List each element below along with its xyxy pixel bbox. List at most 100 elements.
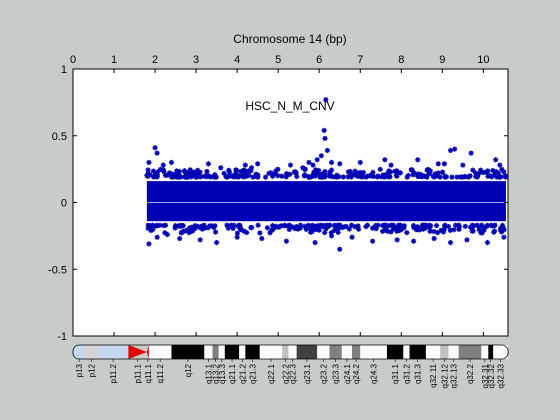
data-point <box>267 230 273 236</box>
data-point <box>160 162 166 168</box>
data-point <box>157 222 163 228</box>
data-point <box>201 222 207 228</box>
data-point <box>259 235 265 242</box>
data-point <box>456 226 462 232</box>
band-label: q11.2 <box>156 363 165 383</box>
data-point <box>164 231 170 238</box>
band-label: q32.12 <box>440 363 449 388</box>
data-point <box>439 169 446 175</box>
data-point <box>323 97 329 103</box>
data-point <box>321 127 327 134</box>
data-point <box>435 161 441 167</box>
ideogram-band <box>97 345 129 359</box>
data-point-band <box>146 181 506 222</box>
data-point <box>357 169 363 176</box>
band-label: q13.2 <box>212 363 221 384</box>
data-point <box>435 170 441 176</box>
data-point <box>237 223 243 229</box>
data-point <box>297 222 304 228</box>
data-point <box>328 167 335 173</box>
data-point <box>213 229 219 235</box>
data-point <box>282 222 288 228</box>
band-label: q22.2 <box>281 363 290 384</box>
data-point <box>491 229 497 235</box>
centromere-band <box>128 345 147 359</box>
data-point <box>205 161 212 167</box>
data-point <box>384 224 390 230</box>
data-point <box>305 222 311 228</box>
data-point <box>310 162 316 168</box>
ideogram-band <box>148 345 172 359</box>
data-point <box>382 157 388 163</box>
data-point <box>431 228 437 235</box>
scatter-plot: 0 1 2 3 4 5 6 7 8 9 10 -1-0.500.51 Chromosome 14 (… <box>48 32 509 343</box>
ideogram-band <box>259 345 283 359</box>
data-point <box>244 229 250 236</box>
data-point <box>328 159 335 166</box>
data-point <box>501 169 507 175</box>
data-point <box>248 165 255 171</box>
centromere-band <box>146 345 149 359</box>
data-point <box>337 246 343 252</box>
data-point <box>404 174 410 180</box>
data-point <box>415 157 421 163</box>
data-point <box>306 159 312 166</box>
data-point <box>394 173 400 179</box>
data-point <box>152 145 158 151</box>
ideogram-band <box>85 345 98 359</box>
data-point <box>255 161 261 167</box>
data-point <box>492 222 498 228</box>
data-point <box>146 241 152 247</box>
data-point <box>307 174 313 180</box>
data-point <box>431 235 437 242</box>
y-axis-ticks: -1 -0.5 0 0.5 1 <box>48 64 508 343</box>
band-label: q22.3 <box>289 363 298 384</box>
band-label: q22.1 <box>267 363 276 384</box>
data-point <box>234 234 240 240</box>
data-point <box>433 223 440 229</box>
x-tick-label: 4 <box>234 54 240 66</box>
ideogram-band <box>481 345 489 359</box>
band-label: q31.1 <box>391 363 400 384</box>
data-point <box>484 239 491 246</box>
chart-title: Chromosome 14 (bp) <box>233 32 346 46</box>
data-point <box>501 234 507 240</box>
data-point <box>336 174 342 180</box>
data-point <box>287 171 293 177</box>
data-point <box>279 173 285 179</box>
data-point <box>459 174 466 180</box>
data-point <box>283 238 289 244</box>
y-tick-label: -0.5 <box>48 264 67 276</box>
x-tick-label: 6 <box>316 54 322 66</box>
data-point <box>382 227 388 233</box>
data-point <box>225 174 231 180</box>
data-point <box>151 223 157 229</box>
data-point <box>322 223 329 229</box>
ideogram-band <box>317 345 330 359</box>
data-point <box>262 174 269 180</box>
data-point <box>357 159 363 166</box>
data-point <box>301 173 307 179</box>
ideogram-band <box>440 345 449 359</box>
x-tick-label: 3 <box>193 54 199 66</box>
ideogram-band <box>458 345 482 359</box>
band-label: q32.11 <box>429 363 438 387</box>
x-tick-label: 0 <box>70 54 76 66</box>
data-point <box>180 222 186 229</box>
band-label: q21.2 <box>238 363 247 384</box>
data-points <box>144 97 509 252</box>
band-label: q32.33 <box>497 363 506 388</box>
data-point <box>470 228 476 234</box>
data-point <box>334 222 341 228</box>
ideogram-band <box>403 345 410 359</box>
chromosome-ideogram: p13 p12 p11.2 p11.1 q11.1 q11.2 q12 q13.1q13.2q… <box>72 344 509 388</box>
band-label: q32.13 <box>450 363 459 388</box>
data-point <box>322 135 328 142</box>
ideogram-band <box>282 345 289 359</box>
data-point <box>177 235 183 242</box>
y-tick-label: 0 <box>61 198 67 210</box>
data-point <box>346 226 352 232</box>
data-point <box>497 227 504 233</box>
data-point <box>476 227 482 233</box>
